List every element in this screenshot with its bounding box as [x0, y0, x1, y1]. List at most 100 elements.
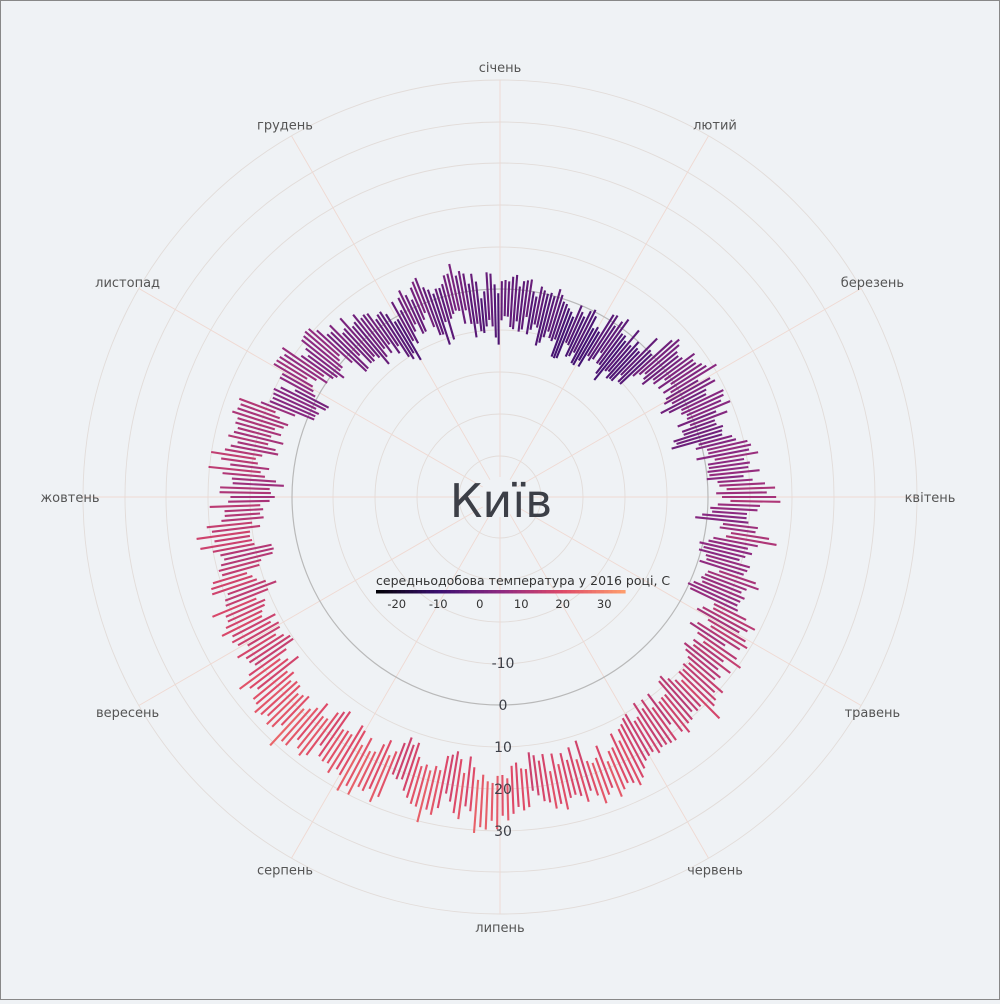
legend-swatch — [621, 590, 626, 594]
legend-swatch — [418, 590, 423, 594]
month-label: квітень — [905, 491, 956, 506]
legend-tick-label: 10 — [514, 597, 529, 611]
legend-swatch — [409, 590, 414, 594]
color-legend: середньодобова температура у 2016 році, … — [376, 573, 670, 611]
legend-swatch — [509, 590, 514, 594]
day-bar — [716, 492, 767, 493]
legend-swatch — [459, 590, 464, 594]
day-bar — [228, 435, 268, 444]
legend-swatch — [579, 590, 584, 594]
day-bar — [689, 663, 723, 693]
month-label: січень — [479, 61, 522, 76]
legend-swatch — [413, 590, 418, 594]
day-bar — [207, 523, 252, 528]
day-bar — [230, 464, 269, 469]
day-bar — [665, 695, 689, 723]
legend-swatch — [463, 590, 468, 594]
day-bar — [587, 761, 598, 795]
legend-swatch — [505, 590, 510, 594]
day-bar — [465, 757, 471, 807]
day-bar — [426, 766, 436, 810]
legend-swatch — [376, 590, 381, 594]
month-label: травень — [845, 706, 901, 721]
legend-swatch — [405, 590, 410, 594]
day-bar — [348, 751, 370, 794]
month-label: грудень — [257, 119, 313, 134]
day-bar — [495, 284, 496, 337]
legend-swatch — [384, 590, 389, 594]
day-bar — [486, 272, 489, 320]
day-bar — [261, 682, 297, 715]
day-bar — [222, 565, 259, 575]
day-bar — [480, 775, 483, 828]
day-bar — [730, 501, 780, 502]
day-bar — [516, 763, 519, 807]
legend-swatch — [575, 590, 580, 594]
day-bar — [683, 669, 716, 700]
legend-swatch — [559, 590, 564, 594]
day-bar — [232, 479, 276, 482]
legend-swatch — [488, 590, 493, 594]
day-bar — [529, 752, 533, 790]
grid-spoke — [510, 514, 709, 858]
day-bar — [431, 770, 441, 815]
legend-swatch — [480, 590, 485, 594]
legend-swatch — [521, 590, 526, 594]
legend-swatch — [393, 590, 398, 594]
day-bar — [668, 679, 698, 711]
month-label: березень — [841, 276, 904, 291]
day-bar — [281, 696, 308, 725]
legend-swatch — [467, 590, 472, 594]
legend-swatch — [525, 590, 530, 594]
day-bar — [712, 512, 747, 514]
day-bar — [718, 480, 753, 482]
legend-swatch — [584, 590, 589, 594]
day-bar — [249, 636, 290, 663]
day-bar — [490, 274, 492, 327]
legend-tick-label: 0 — [476, 597, 483, 611]
legend-swatch — [430, 590, 435, 594]
legend-swatch — [438, 590, 443, 594]
day-bar — [232, 622, 270, 643]
day-bar — [710, 508, 757, 510]
legend-swatch — [563, 590, 568, 594]
legend-swatch — [604, 590, 609, 594]
legend-swatch — [388, 590, 393, 594]
day-bar — [223, 473, 265, 477]
day-bar — [688, 657, 715, 680]
month-label: листопад — [95, 276, 160, 291]
legend-swatch — [451, 590, 456, 594]
radial-tick-label: 30 — [494, 824, 512, 840]
day-bar — [715, 452, 758, 460]
day-bar — [719, 483, 765, 485]
legend-swatch — [496, 590, 501, 594]
legend-tick-label: -10 — [429, 597, 448, 611]
legend-swatch — [550, 590, 555, 594]
day-bar — [233, 483, 284, 486]
legend-swatch — [517, 590, 522, 594]
day-bar — [484, 291, 487, 326]
legend-swatch — [434, 590, 439, 594]
month-label: червень — [687, 863, 743, 878]
day-bar — [558, 764, 568, 809]
legend-swatch — [617, 590, 622, 594]
legend-swatch — [422, 590, 427, 594]
legend-swatch — [538, 590, 543, 594]
legend-swatch — [530, 590, 535, 594]
day-bar — [521, 768, 524, 810]
month-label: лютий — [693, 119, 737, 134]
day-bar — [238, 428, 271, 437]
day-bar — [551, 754, 561, 804]
day-bar — [438, 756, 448, 808]
legend-swatch — [592, 590, 597, 594]
legend-swatch — [513, 590, 518, 594]
legend-tick-label: -20 — [387, 597, 406, 611]
day-bar — [225, 514, 260, 516]
legend-swatch — [534, 590, 539, 594]
day-bar — [560, 753, 571, 798]
legend-swatch — [471, 590, 476, 594]
day-bar — [225, 509, 264, 511]
day-bar — [492, 783, 493, 821]
